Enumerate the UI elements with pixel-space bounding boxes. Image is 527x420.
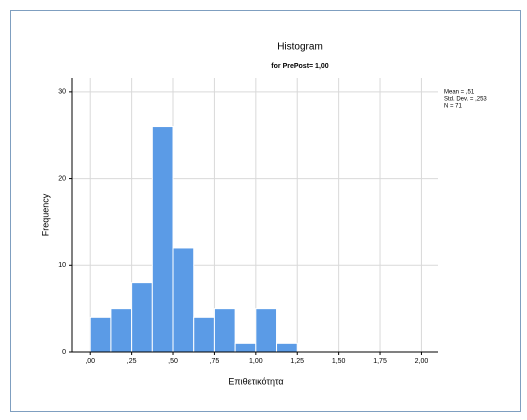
x-tick-label: 1,75: [373, 358, 387, 365]
y-tick-label: 0: [62, 349, 66, 356]
bar: [193, 316, 215, 353]
bar: [172, 247, 195, 353]
x-tick-label: 1,25: [290, 358, 304, 365]
x-tick-label: 1,50: [332, 358, 346, 365]
stat-annotation: Mean = ,51: [444, 90, 475, 96]
bar: [276, 342, 298, 353]
bar: [110, 308, 133, 353]
x-tick-label: ,00: [85, 358, 95, 365]
stat-annotation: N = 71: [444, 104, 463, 110]
y-tick-label: 10: [58, 262, 66, 269]
bar: [234, 342, 257, 353]
x-tick-label: ,50: [168, 358, 178, 365]
bar: [131, 282, 153, 353]
bar: [151, 126, 174, 353]
bar: [89, 316, 112, 353]
chart-subtitle: for PrePost= 1,00: [271, 63, 328, 70]
x-tick-label: 2,00: [415, 358, 429, 365]
bar: [255, 308, 278, 353]
y-tick-label: 20: [58, 175, 66, 182]
x-tick-label: 1,00: [249, 358, 263, 365]
x-axis-label: Επιθετικότητα: [228, 376, 283, 386]
y-axis-label: Frequency: [40, 193, 50, 236]
chart-title: Histogram: [277, 42, 323, 53]
y-tick-label: 30: [58, 89, 66, 96]
x-tick-label: ,25: [127, 358, 137, 365]
x-tick-label: ,75: [210, 358, 220, 365]
stat-annotation: Std. Dev. = ,253: [444, 97, 487, 103]
bar: [213, 308, 236, 353]
